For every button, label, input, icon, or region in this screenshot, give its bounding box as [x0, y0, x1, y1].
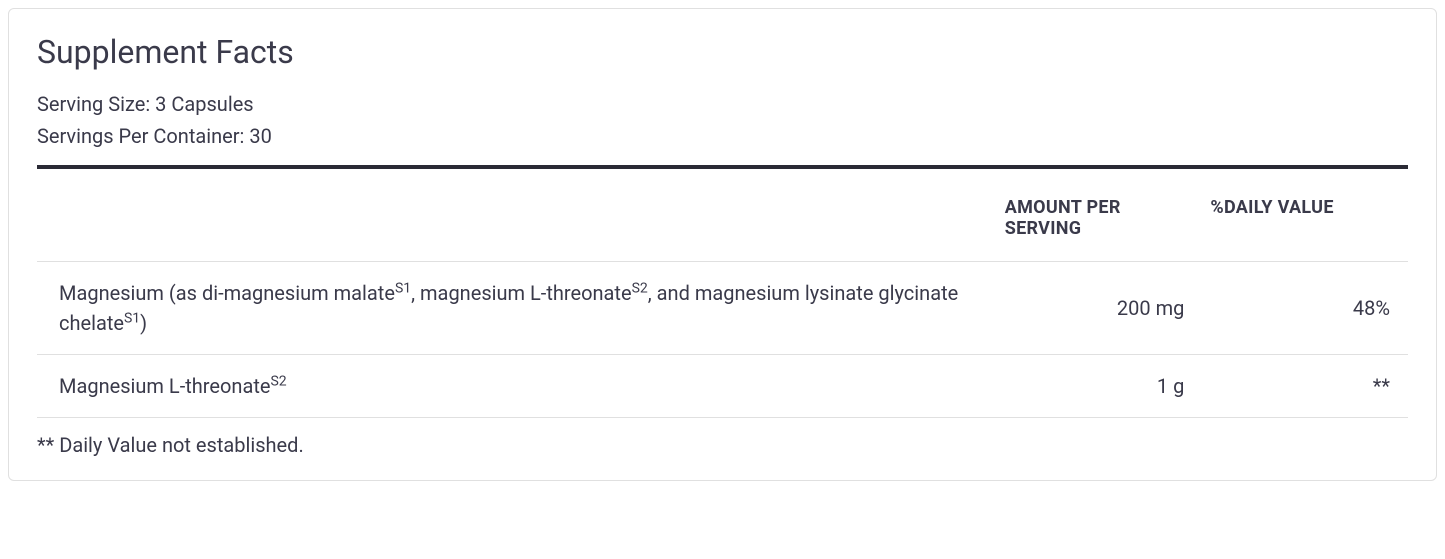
- panel-title: Supplement Facts: [37, 33, 1408, 71]
- header-empty: [37, 169, 997, 262]
- ingredient-text: , magnesium L-threonate: [411, 281, 631, 305]
- table-row: Magnesium (as di-magnesium malateS1, mag…: [37, 262, 1408, 355]
- superscript: S2: [632, 280, 648, 296]
- ingredient-text: Magnesium (as di-magnesium malate: [59, 281, 395, 305]
- servings-per-container-value: 30: [249, 124, 271, 148]
- serving-size-label: Serving Size:: [37, 92, 150, 116]
- amount-value: 200 mg: [997, 262, 1203, 355]
- header-amount: AMOUNT PER SERVING: [997, 169, 1203, 262]
- ingredient-text: ): [140, 311, 147, 335]
- footnote-row: ** Daily Value not established.: [37, 418, 1408, 461]
- superscript: S1: [124, 310, 140, 326]
- table-row: Magnesium L-threonateS2 1 g **: [37, 355, 1408, 418]
- facts-table: AMOUNT PER SERVING %DAILY VALUE Magnesiu…: [37, 169, 1408, 460]
- supplement-facts-panel: Supplement Facts Serving Size: 3 Capsule…: [8, 8, 1437, 481]
- header-dv: %DAILY VALUE: [1202, 169, 1408, 262]
- superscript: S2: [270, 373, 286, 389]
- dv-value: 48%: [1202, 262, 1408, 355]
- ingredient-name: Magnesium (as di-magnesium malateS1, mag…: [37, 262, 997, 355]
- ingredient-name: Magnesium L-threonateS2: [37, 355, 997, 418]
- table-header-row: AMOUNT PER SERVING %DAILY VALUE: [37, 169, 1408, 262]
- amount-value: 1 g: [997, 355, 1203, 418]
- serving-info: Serving Size: 3 Capsules Servings Per Co…: [37, 89, 1408, 151]
- servings-per-container-label: Servings Per Container:: [37, 124, 244, 148]
- dv-value: **: [1202, 355, 1408, 418]
- footnote-text: ** Daily Value not established.: [37, 418, 1408, 461]
- servings-per-container-line: Servings Per Container: 30: [37, 121, 1408, 151]
- ingredient-text: Magnesium L-threonate: [59, 374, 270, 398]
- serving-size-value: 3 Capsules: [155, 92, 253, 116]
- serving-size-line: Serving Size: 3 Capsules: [37, 89, 1408, 119]
- superscript: S1: [395, 280, 411, 296]
